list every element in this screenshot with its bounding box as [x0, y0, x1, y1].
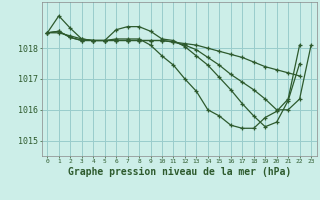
X-axis label: Graphe pression niveau de la mer (hPa): Graphe pression niveau de la mer (hPa): [68, 167, 291, 177]
